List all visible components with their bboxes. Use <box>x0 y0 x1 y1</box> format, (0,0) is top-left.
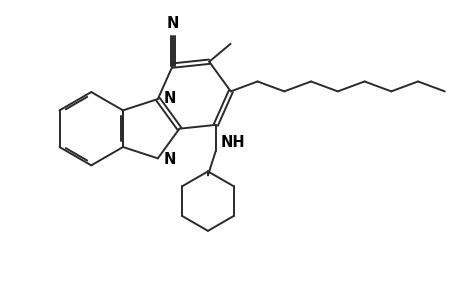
Text: N: N <box>166 16 179 32</box>
Text: N: N <box>163 91 176 106</box>
Text: N: N <box>163 152 176 167</box>
Text: NH: NH <box>220 135 245 150</box>
